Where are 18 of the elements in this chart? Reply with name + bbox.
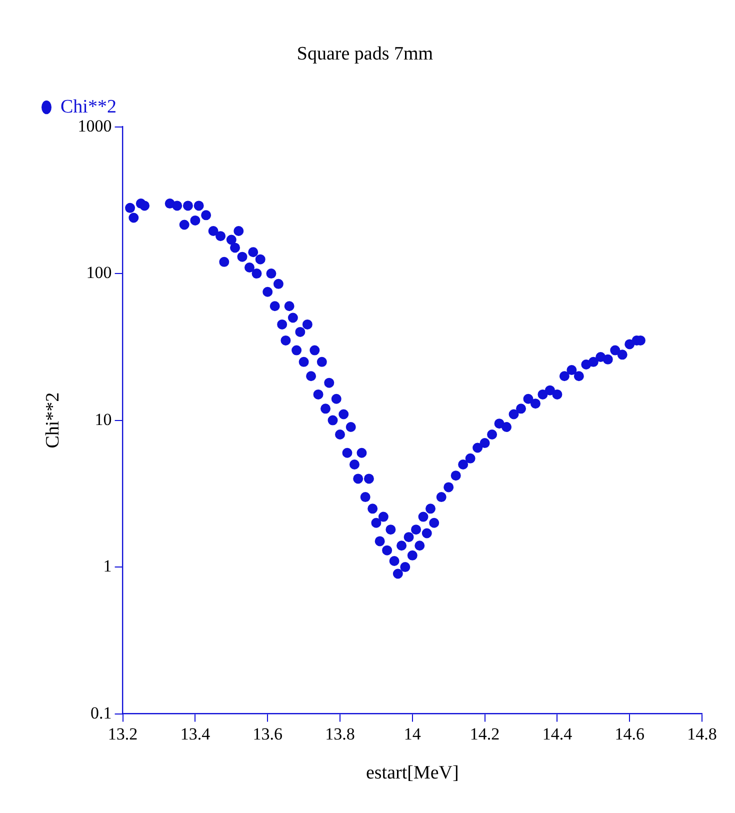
x-tick-label: 13.4 [180,724,211,744]
x-tick-label: 14.6 [614,724,644,744]
x-tick-label: 13.6 [252,724,282,744]
y-tick-label: 100 [86,263,112,282]
x-tick-label: 13.2 [108,724,138,744]
x-tick-label: 13.8 [325,724,355,744]
y-axis-title: Chi**2 [42,392,64,448]
x-tick-label: 14.8 [687,724,717,744]
legend-label: Chi**2 [60,96,116,118]
y-tick-label: 1 [103,556,112,576]
chart-title: Square pads 7mm [296,43,434,64]
y-tick-label: 10 [94,410,112,429]
y-tick-label: 0.1 [90,703,112,722]
x-tick-label: 14.4 [542,724,573,744]
x-tick-label: 14.2 [470,724,500,744]
x-tick-label: 14 [404,724,422,744]
x-axis-title: estart[MeV] [366,762,459,784]
y-tick-label: 1000 [78,116,112,136]
